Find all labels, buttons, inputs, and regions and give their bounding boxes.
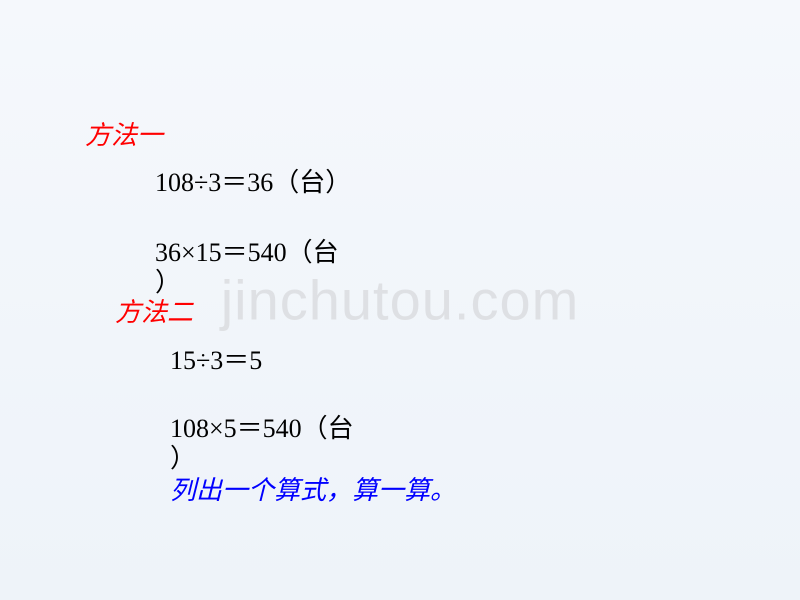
equation-3: 15÷3＝5 [170,340,262,377]
equation-4-line1: 108×5＝540（台 [170,408,354,445]
method-one-heading: 方法一 [85,115,163,152]
final-instruction: 列出一个算式，算一算。 [170,470,456,507]
method-two-heading: 方法二 [115,292,193,329]
equation-2-line1: 36×15＝540（台 [155,232,339,269]
slide-content: 方法一 108÷3＝36（台） 36×15＝540（台 ） 方法二 15÷3＝5… [0,0,800,600]
equation-1: 108÷3＝36（台） [155,162,351,199]
